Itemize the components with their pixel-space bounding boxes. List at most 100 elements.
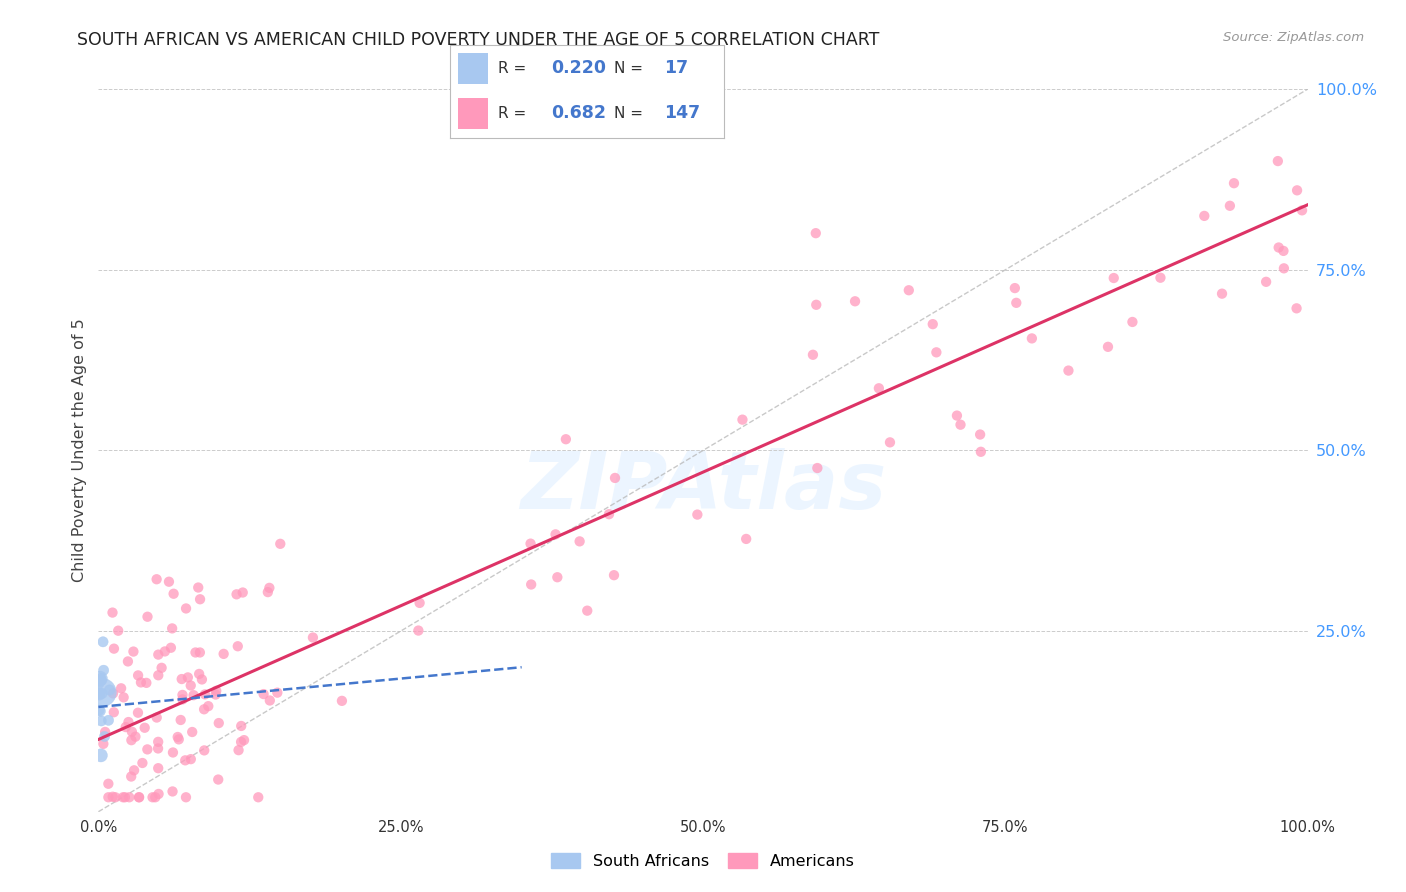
Point xyxy=(879,435,901,450)
Point xyxy=(111,790,134,805)
Point xyxy=(603,568,626,582)
Point xyxy=(259,581,281,595)
Text: R =: R = xyxy=(498,106,531,121)
Point xyxy=(408,624,430,638)
Point xyxy=(520,577,543,591)
Point xyxy=(94,725,117,739)
Text: 0.220: 0.220 xyxy=(551,60,606,78)
Point xyxy=(1121,315,1143,329)
Point xyxy=(122,644,145,658)
Point xyxy=(184,645,207,659)
Point xyxy=(129,675,152,690)
Point xyxy=(598,507,620,521)
Point xyxy=(925,345,948,359)
Point xyxy=(177,670,200,684)
Point xyxy=(114,790,136,805)
Point xyxy=(170,713,193,727)
Point xyxy=(89,688,111,702)
Point xyxy=(1194,209,1216,223)
Point xyxy=(205,683,228,698)
Point xyxy=(90,673,112,687)
Point xyxy=(801,348,824,362)
Point xyxy=(146,741,169,756)
Point xyxy=(207,772,229,787)
Point xyxy=(124,730,146,744)
Point xyxy=(844,294,866,309)
Point xyxy=(1267,240,1289,254)
Point xyxy=(174,753,197,767)
Point xyxy=(191,673,214,687)
FancyBboxPatch shape xyxy=(458,53,488,84)
Point xyxy=(162,587,184,601)
Point xyxy=(225,587,247,601)
Point xyxy=(117,655,139,669)
Point xyxy=(181,725,204,739)
Point xyxy=(127,706,149,720)
Point xyxy=(897,283,920,297)
Point xyxy=(197,699,219,714)
Point xyxy=(266,686,288,700)
Point xyxy=(174,790,197,805)
Point xyxy=(208,716,231,731)
Point xyxy=(519,536,541,550)
Point xyxy=(1004,281,1026,295)
Point xyxy=(128,790,150,805)
Y-axis label: Child Poverty Under the Age of 5: Child Poverty Under the Age of 5 xyxy=(72,318,87,582)
Text: N =: N = xyxy=(614,106,648,121)
Point xyxy=(112,690,135,705)
Point xyxy=(90,672,112,686)
Point xyxy=(97,714,120,728)
Text: 147: 147 xyxy=(664,104,700,122)
Point xyxy=(101,606,124,620)
Point xyxy=(686,508,709,522)
Point xyxy=(89,704,111,718)
Legend: South Africans, Americans: South Africans, Americans xyxy=(546,847,860,875)
Point xyxy=(148,761,170,775)
Point xyxy=(157,574,180,589)
Text: R =: R = xyxy=(498,61,531,76)
Point xyxy=(93,737,115,751)
Point xyxy=(131,756,153,770)
Point xyxy=(150,661,173,675)
Point xyxy=(93,663,115,677)
Point xyxy=(170,672,193,686)
Point xyxy=(735,532,758,546)
Point xyxy=(135,676,157,690)
Point xyxy=(1057,363,1080,377)
Point xyxy=(1223,176,1246,190)
Point xyxy=(330,694,353,708)
Point xyxy=(231,719,253,733)
Point xyxy=(91,686,114,700)
Point xyxy=(1097,340,1119,354)
Point xyxy=(194,687,217,701)
Point xyxy=(1102,271,1125,285)
Point xyxy=(204,688,226,702)
Point xyxy=(143,790,166,805)
Point xyxy=(188,592,211,607)
Point xyxy=(193,743,215,757)
Point xyxy=(114,720,136,734)
Point xyxy=(188,645,211,659)
Point xyxy=(148,787,170,801)
Point xyxy=(229,735,252,749)
Point xyxy=(731,412,754,426)
Point xyxy=(269,537,291,551)
Point xyxy=(162,746,184,760)
Point xyxy=(128,790,150,805)
Point xyxy=(183,688,205,702)
Point xyxy=(104,790,127,805)
Point xyxy=(136,609,159,624)
Point xyxy=(1286,183,1309,197)
Text: 17: 17 xyxy=(664,60,688,78)
Point xyxy=(121,724,143,739)
Point xyxy=(576,604,599,618)
Point xyxy=(91,635,114,649)
Point xyxy=(141,790,163,805)
FancyBboxPatch shape xyxy=(458,98,488,129)
Point xyxy=(89,686,111,700)
Point xyxy=(122,764,145,778)
Point xyxy=(93,730,115,744)
Point xyxy=(212,647,235,661)
Point xyxy=(568,534,591,549)
Point xyxy=(101,789,124,804)
